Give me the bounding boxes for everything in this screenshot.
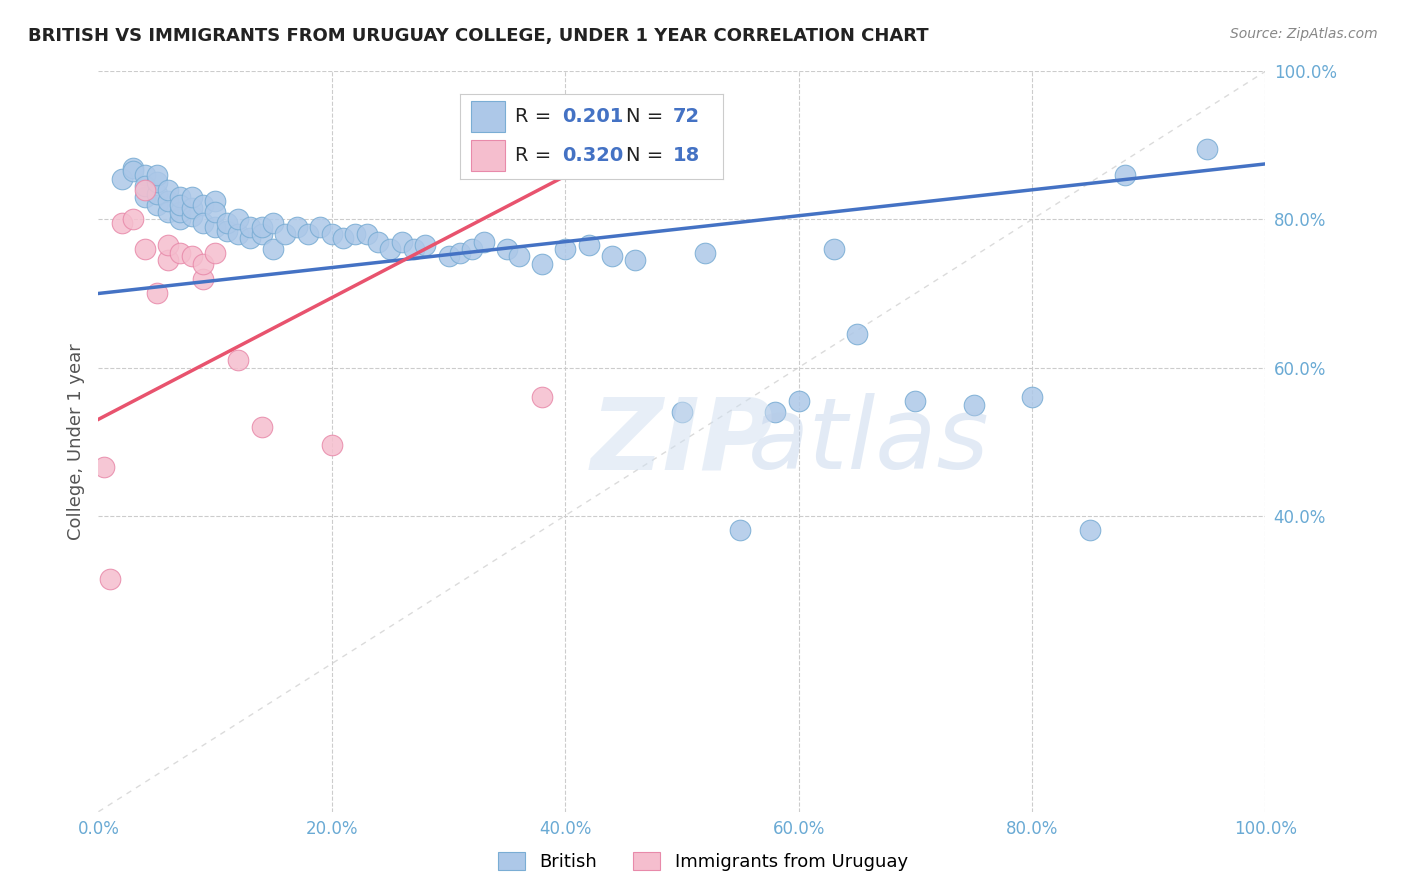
- Point: [437, 250, 460, 264]
- Point: [508, 250, 530, 264]
- Point: [250, 419, 273, 434]
- Point: [239, 219, 262, 234]
- Point: [146, 286, 169, 301]
- Point: [472, 235, 495, 249]
- Point: [146, 175, 169, 190]
- Point: [1080, 524, 1102, 538]
- Point: [169, 245, 191, 260]
- Text: Source: ZipAtlas.com: Source: ZipAtlas.com: [1230, 27, 1378, 41]
- Point: [193, 271, 215, 285]
- Point: [413, 238, 436, 252]
- Point: [274, 227, 297, 242]
- Point: [449, 245, 471, 260]
- Point: [402, 242, 425, 256]
- Point: [461, 242, 484, 256]
- Point: [578, 238, 600, 252]
- Point: [624, 253, 647, 268]
- Point: [98, 572, 121, 586]
- Text: ZIP: ZIP: [591, 393, 773, 490]
- Point: [600, 250, 623, 264]
- Point: [391, 235, 413, 249]
- Point: [204, 219, 226, 234]
- Point: [157, 194, 180, 208]
- Point: [695, 245, 717, 260]
- Point: [367, 235, 389, 249]
- Point: [823, 242, 845, 256]
- Y-axis label: College, Under 1 year: College, Under 1 year: [66, 343, 84, 540]
- Point: [157, 205, 180, 219]
- Point: [321, 227, 343, 242]
- Point: [215, 216, 238, 230]
- Point: [962, 398, 984, 412]
- Point: [146, 168, 169, 182]
- Point: [180, 190, 202, 204]
- Point: [180, 209, 202, 223]
- Point: [169, 190, 191, 204]
- Point: [787, 393, 810, 408]
- Point: [763, 405, 786, 419]
- Point: [93, 460, 115, 475]
- Point: [157, 183, 180, 197]
- Point: [285, 219, 308, 234]
- Legend: British, Immigrants from Uruguay: British, Immigrants from Uruguay: [491, 845, 915, 879]
- Point: [122, 164, 145, 178]
- Point: [169, 197, 191, 211]
- Point: [530, 390, 553, 404]
- Point: [321, 438, 343, 452]
- Point: [204, 245, 226, 260]
- Point: [122, 161, 145, 175]
- Point: [496, 242, 519, 256]
- Point: [228, 353, 250, 368]
- Point: [250, 219, 273, 234]
- Point: [671, 405, 693, 419]
- Point: [344, 227, 367, 242]
- Point: [157, 253, 180, 268]
- Point: [309, 219, 332, 234]
- Point: [239, 231, 262, 245]
- Point: [380, 242, 402, 256]
- Point: [146, 186, 169, 201]
- Point: [204, 194, 226, 208]
- Point: [204, 205, 226, 219]
- Point: [180, 250, 202, 264]
- Point: [193, 216, 215, 230]
- Point: [904, 393, 927, 408]
- Point: [228, 212, 250, 227]
- Point: [111, 216, 134, 230]
- Point: [134, 183, 156, 197]
- Point: [356, 227, 378, 242]
- Point: [332, 231, 354, 245]
- Point: [169, 212, 191, 227]
- Point: [297, 227, 319, 242]
- Point: [169, 205, 191, 219]
- Point: [134, 179, 156, 194]
- Point: [1114, 168, 1136, 182]
- Point: [134, 242, 156, 256]
- Text: BRITISH VS IMMIGRANTS FROM URUGUAY COLLEGE, UNDER 1 YEAR CORRELATION CHART: BRITISH VS IMMIGRANTS FROM URUGUAY COLLE…: [28, 27, 929, 45]
- Point: [193, 197, 215, 211]
- Point: [157, 238, 180, 252]
- Point: [111, 171, 134, 186]
- Point: [134, 190, 156, 204]
- Point: [134, 168, 156, 182]
- Point: [530, 257, 553, 271]
- Point: [262, 242, 284, 256]
- Point: [122, 212, 145, 227]
- Point: [146, 197, 169, 211]
- Point: [1021, 390, 1043, 404]
- Point: [554, 242, 576, 256]
- Point: [262, 216, 284, 230]
- Point: [1195, 142, 1218, 156]
- Point: [180, 202, 202, 216]
- Point: [193, 257, 215, 271]
- Point: [228, 227, 250, 242]
- Point: [730, 524, 752, 538]
- Text: atlas: atlas: [748, 393, 990, 490]
- Point: [215, 223, 238, 237]
- Point: [846, 327, 869, 342]
- Point: [250, 227, 273, 242]
